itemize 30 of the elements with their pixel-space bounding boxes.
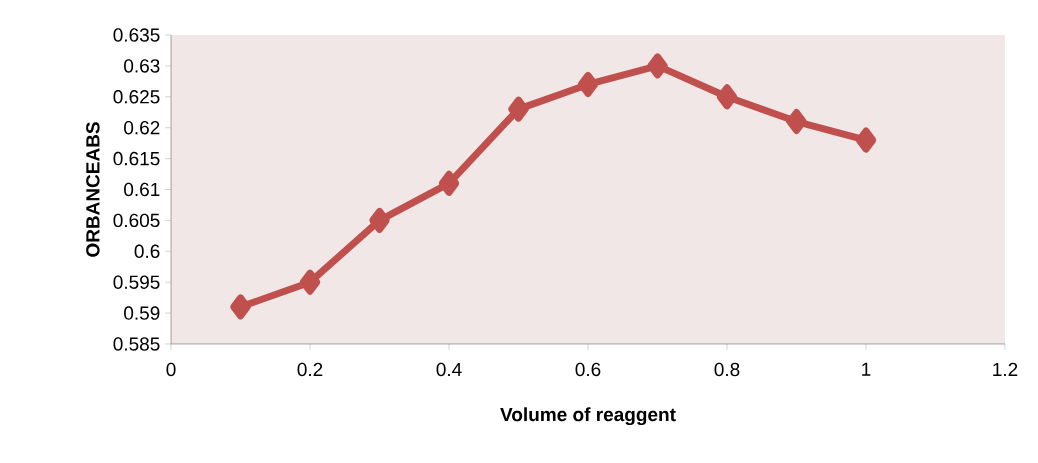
y-tick-label: 0.59 — [124, 306, 160, 320]
x-tick-label: 0.4 — [436, 362, 462, 377]
point — [577, 71, 599, 97]
y-tick-label: 0.625 — [113, 90, 160, 104]
y-tick-label: 0.615 — [113, 151, 160, 166]
x-axis-title: Volume of reaggent — [500, 407, 676, 426]
point — [230, 294, 251, 320]
point — [508, 96, 529, 122]
point — [716, 84, 738, 110]
y-tick-label: 0.62 — [124, 120, 160, 135]
y-tick-label: 0.61 — [124, 182, 160, 197]
point — [299, 269, 321, 295]
y-tick-label: 0.6 — [134, 244, 160, 259]
y-tick-label: 0.63 — [124, 59, 160, 73]
x-tick-label: 1.2 — [993, 362, 1018, 376]
point — [647, 53, 668, 79]
y-tick-label: 0.635 — [113, 28, 160, 42]
point — [369, 207, 390, 233]
point — [438, 170, 460, 196]
x-tick-label: 0.8 — [714, 362, 740, 377]
x-tick-label: 0.6 — [575, 362, 601, 377]
y-tick-label: 0.595 — [113, 275, 160, 289]
point — [855, 127, 877, 153]
y-axis-title: ORBANCEABS — [86, 122, 100, 257]
point — [786, 109, 807, 135]
x-tick-label: 0 — [166, 362, 176, 377]
y-tick-label: 0.605 — [113, 213, 160, 228]
x-tick-label: 0.2 — [297, 362, 323, 377]
x-tick-label: 1 — [862, 362, 871, 376]
y-tick-label: 0.585 — [113, 337, 160, 351]
